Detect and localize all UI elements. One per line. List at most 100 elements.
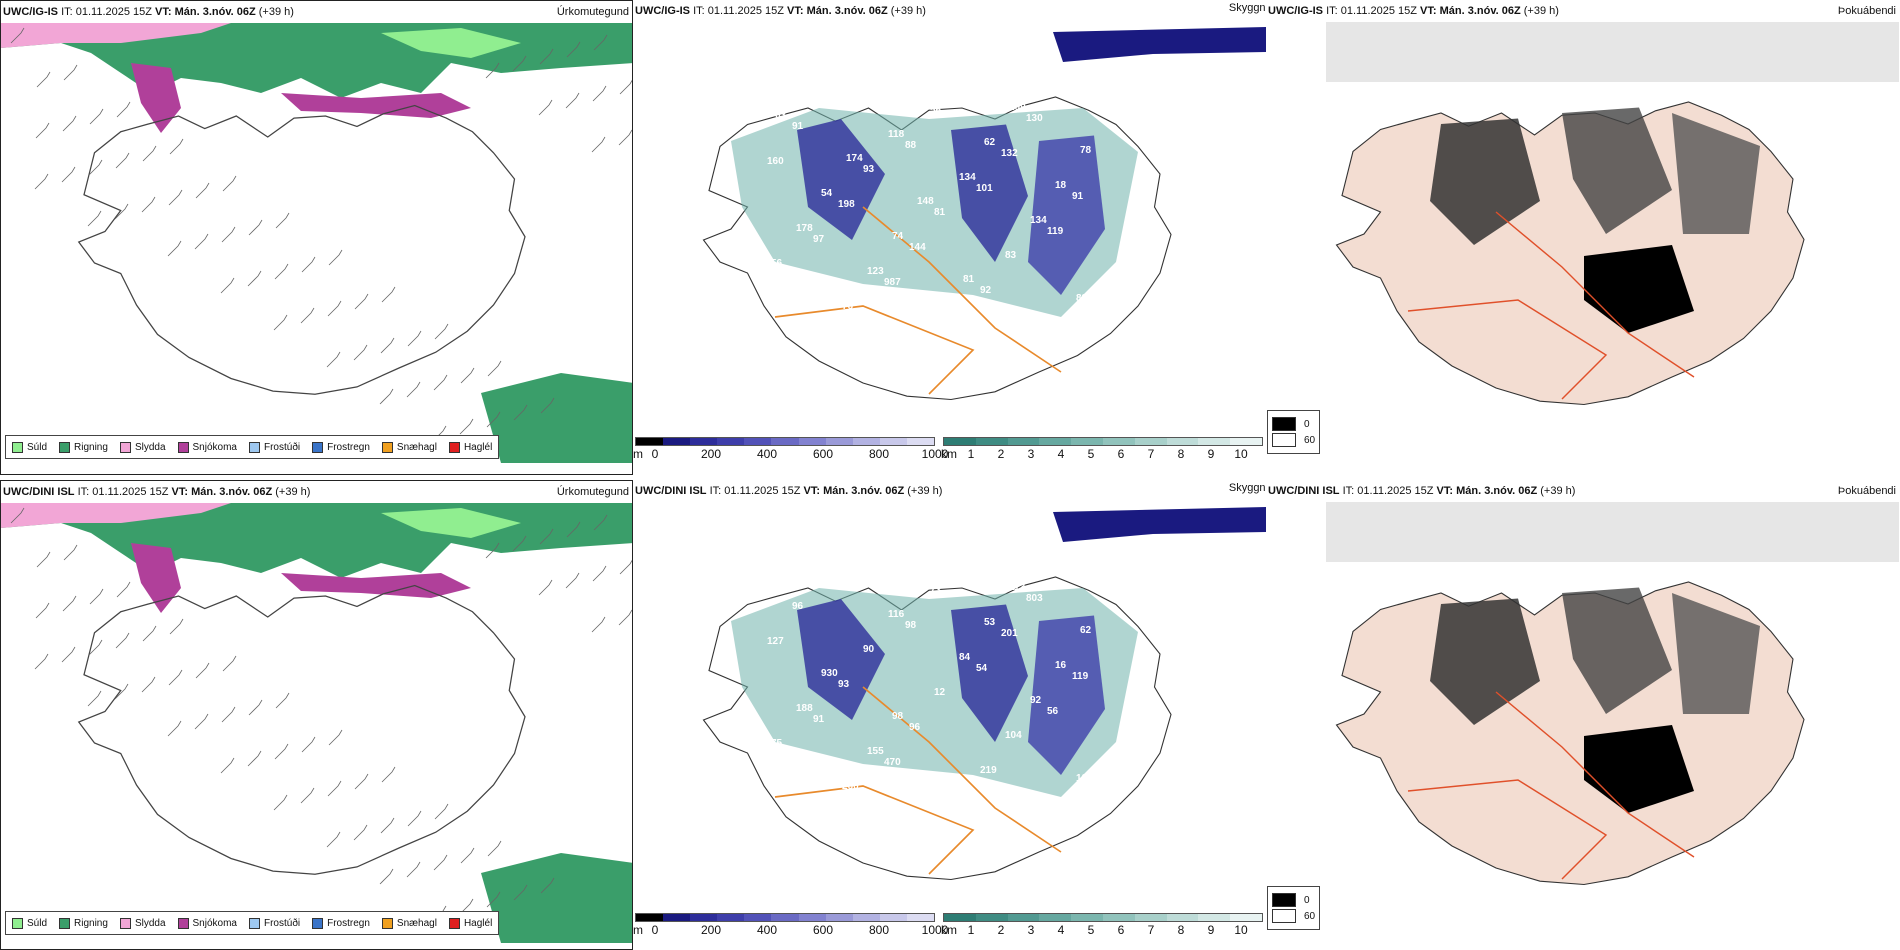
valid-time: Mán. 3.nóv. 06Z xyxy=(191,486,273,498)
lead-time: (+39 h) xyxy=(1540,485,1576,497)
panel-header: UWC/DINI ISL IT: 01.11.2025 15Z VT: Mán.… xyxy=(3,486,310,498)
colorbar-swatch xyxy=(690,438,718,445)
colorbar-swatch xyxy=(798,438,826,445)
ceiling-tick: 0 xyxy=(651,447,659,461)
ceiling-label: 73 xyxy=(930,585,942,596)
legend-label: Haglél xyxy=(463,917,493,929)
visibility-tick: 1 xyxy=(967,447,975,461)
ceiling-tick: 1000 xyxy=(921,447,949,461)
ceiling-label: 80 xyxy=(859,62,871,73)
legend-swatch xyxy=(177,441,189,453)
panel-title: Þokuábendi xyxy=(1837,485,1896,497)
visibility-tick: 10 xyxy=(1234,923,1248,937)
ceiling-label: 88 xyxy=(817,566,829,577)
colorbar-swatch xyxy=(825,438,853,445)
panel-title: Úrkomutegund xyxy=(556,6,629,18)
panel-precip-type-0: UWC/IG-IS IT: 01.11.2025 15Z VT: Mán. 3.… xyxy=(0,0,633,475)
model-name: UWC/IG-IS xyxy=(3,6,58,18)
visibility-ticks: km 1 2 3 4 5 6 7 8 9 10 xyxy=(941,446,1263,461)
visibility-tick: 7 xyxy=(1147,923,1155,937)
colorbar-swatch xyxy=(1198,914,1231,921)
panel-precip-type-1: UWC/DINI ISL IT: 01.11.2025 15Z VT: Mán.… xyxy=(0,480,633,950)
legend-label: Snjókoma xyxy=(192,441,237,453)
ceiling-label: 174 xyxy=(846,153,863,164)
colorbar-swatch xyxy=(1134,914,1167,921)
colorbar-swatch xyxy=(744,438,772,445)
map-2 xyxy=(1266,22,1899,462)
legend-item: Haglél xyxy=(448,441,492,453)
panel-header: UWC/IG-IS IT: 01.11.2025 15Z VT: Mán. 3.… xyxy=(3,6,294,18)
fog-legend-item: 0 xyxy=(1272,417,1315,431)
colorbar-swatch xyxy=(636,438,664,445)
colorbar-swatch xyxy=(663,914,691,921)
visibility-tick: 9 xyxy=(1207,923,1215,937)
ceiling-label: 74 xyxy=(892,231,904,242)
valid-time: Mán. 3.nóv. 06Z xyxy=(806,5,888,17)
legend-label: Snæhagl xyxy=(396,917,437,929)
visibility-tick: 7 xyxy=(1147,447,1155,461)
legend-item: Slydda xyxy=(119,917,166,929)
lead-time: (+39 h) xyxy=(907,485,943,497)
panel-visibility-1: UWC/DINI ISL IT: 01.11.2025 15Z VT: Mán.… xyxy=(633,480,1266,950)
ceiling-label: 198 xyxy=(838,199,855,210)
model-name: UWC/DINI ISL xyxy=(635,485,707,497)
legend-swatch xyxy=(248,441,260,453)
visibility-colorbar: km 1 2 3 4 5 6 7 8 9 10 xyxy=(941,437,1263,461)
ceiling-label: 132 xyxy=(1001,148,1018,159)
legend-swatch xyxy=(177,917,189,929)
visibility-tick: 3 xyxy=(1027,923,1035,937)
legend-swatch xyxy=(12,441,23,453)
ceiling-label: 51 xyxy=(938,59,950,70)
legend-label: Frostúði xyxy=(263,441,301,453)
legend-item: Frostúði xyxy=(248,441,301,453)
ceiling-label: 92 xyxy=(980,285,992,296)
colorbar-swatch xyxy=(906,438,935,445)
colorbar-swatch xyxy=(1102,914,1135,921)
legend-label: Súld xyxy=(27,917,48,929)
ceiling-unit: m xyxy=(633,923,643,937)
fog-label: 60 xyxy=(1304,434,1316,446)
legend-swatch xyxy=(119,917,131,929)
colorbar-swatch xyxy=(1071,914,1103,921)
colorbar-swatch xyxy=(852,438,880,445)
valid-time: Mán. 3.nóv. 06Z xyxy=(1439,5,1521,17)
fog-legend-item: 60 xyxy=(1272,909,1315,923)
ceiling-tick: 200 xyxy=(700,923,722,937)
valid-time: Mán. 3.nóv. 06Z xyxy=(174,6,256,18)
ceiling-tick: 600 xyxy=(812,447,834,461)
legend-item: Snjókoma xyxy=(177,917,237,929)
colorbar-swatch xyxy=(944,914,976,921)
colorbar-swatch xyxy=(636,914,664,921)
ceiling-label: 97 xyxy=(813,234,825,245)
ceiling-label: 96 xyxy=(792,601,804,612)
visibility-strip xyxy=(943,913,1263,922)
colorbar-swatch xyxy=(771,914,799,921)
legend-item: Slydda xyxy=(119,441,166,453)
map-0 xyxy=(1,23,632,463)
legend-swatch xyxy=(381,441,393,453)
lead-time: (+39 h) xyxy=(1523,5,1559,17)
ceiling-label: 77 xyxy=(788,749,800,760)
legend-item: Rigning xyxy=(59,917,108,929)
ceiling-label: 12 xyxy=(934,687,946,698)
ceiling-strip xyxy=(635,913,935,922)
precip-type-legend: Súld Rigning Slydda Snjókoma Frostúði Frostre… xyxy=(5,911,500,935)
ceiling-label: 81 xyxy=(788,269,800,280)
ceiling-label: 178 xyxy=(796,223,813,234)
ceiling-label: 69 xyxy=(834,577,846,588)
panel-fog-index-0: UWC/IG-IS IT: 01.11.2025 15Z VT: Mán. 3.… xyxy=(1266,0,1899,475)
colorbar-swatch xyxy=(690,914,718,921)
precip-type-legend: Súld Rigning Slydda Snjókoma Frostúði Frostre… xyxy=(5,435,500,459)
visibility-tick: 6 xyxy=(1117,923,1125,937)
ceiling-label: 127 xyxy=(767,636,784,647)
colorbar-swatch xyxy=(1039,914,1072,921)
ceiling-label: 63 xyxy=(775,110,787,121)
ceiling-label: 91 xyxy=(792,121,804,132)
colorbar-swatch xyxy=(944,438,976,445)
colorbar-swatch xyxy=(906,914,935,921)
panel-fog-index-1: UWC/DINI ISL IT: 01.11.2025 15Z VT: Mán.… xyxy=(1266,480,1899,950)
visibility-unit: km xyxy=(941,447,957,461)
fog-legend-item: 0 xyxy=(1272,893,1315,907)
legend-swatch xyxy=(312,917,324,929)
ceiling-label: 75 xyxy=(771,738,783,749)
